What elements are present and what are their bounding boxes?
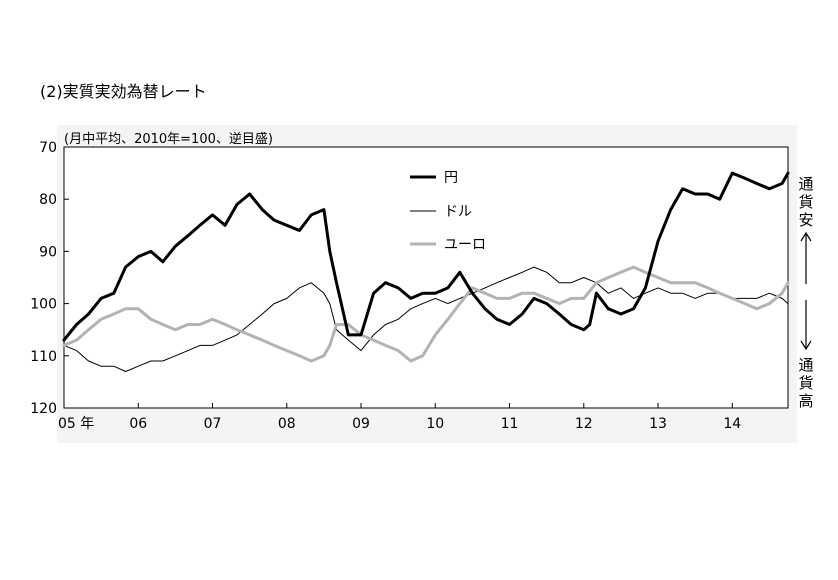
y-tick-label: 80 bbox=[39, 192, 57, 208]
annotation-top-char-2: 貨 bbox=[798, 193, 813, 211]
x-tick-label: 12 bbox=[575, 416, 593, 432]
plot-area bbox=[63, 146, 789, 409]
arrow-down-icon bbox=[800, 340, 812, 351]
x-axis: 05 年 06 07 08 09 10 11 12 13 14 bbox=[58, 403, 741, 432]
x-tick-label: 13 bbox=[649, 416, 667, 432]
annotation-bottom-char-2: 貨 bbox=[798, 374, 813, 392]
y-tick-label: 90 bbox=[39, 244, 57, 260]
legend-label: 円 bbox=[444, 170, 458, 186]
series-line-euro bbox=[62, 265, 790, 363]
x-tick-label: 08 bbox=[278, 416, 296, 432]
y-tick-label: 120 bbox=[30, 401, 57, 417]
series-layer bbox=[62, 171, 790, 372]
right-annotation: 通 貨 安 通 貨 高 bbox=[798, 175, 813, 410]
x-tick-label: 05 年 bbox=[58, 416, 94, 432]
arrow-up-icon bbox=[800, 231, 812, 242]
y-tick-label: 70 bbox=[39, 140, 57, 156]
x-tick-label: 14 bbox=[723, 416, 741, 432]
chart-subtitle: (月中平均、2010年=100、逆目盛) bbox=[64, 131, 273, 147]
annotation-top-char-3: 安 bbox=[798, 211, 813, 229]
legend-label: ユーロ bbox=[444, 237, 486, 253]
series-line-dollar bbox=[63, 266, 789, 372]
y-axis: 70 80 90 100 110 120 bbox=[30, 140, 69, 417]
x-tick-label: 09 bbox=[352, 416, 370, 432]
y-tick-label: 110 bbox=[30, 349, 57, 365]
chart-title: (2)実質実効為替レート bbox=[40, 82, 207, 101]
annotation-top-char-1: 通 bbox=[798, 175, 813, 193]
series-line-yen bbox=[62, 171, 790, 342]
x-tick-label: 06 bbox=[129, 416, 147, 432]
legend-label: ドル bbox=[444, 204, 472, 220]
x-tick-label: 10 bbox=[426, 416, 444, 432]
x-tick-label: 11 bbox=[501, 416, 519, 432]
annotation-bottom-char-3: 高 bbox=[798, 392, 813, 410]
annotation-bottom-char-1: 通 bbox=[798, 356, 813, 374]
x-tick-label: 07 bbox=[204, 416, 222, 432]
y-tick-label: 100 bbox=[30, 297, 57, 313]
